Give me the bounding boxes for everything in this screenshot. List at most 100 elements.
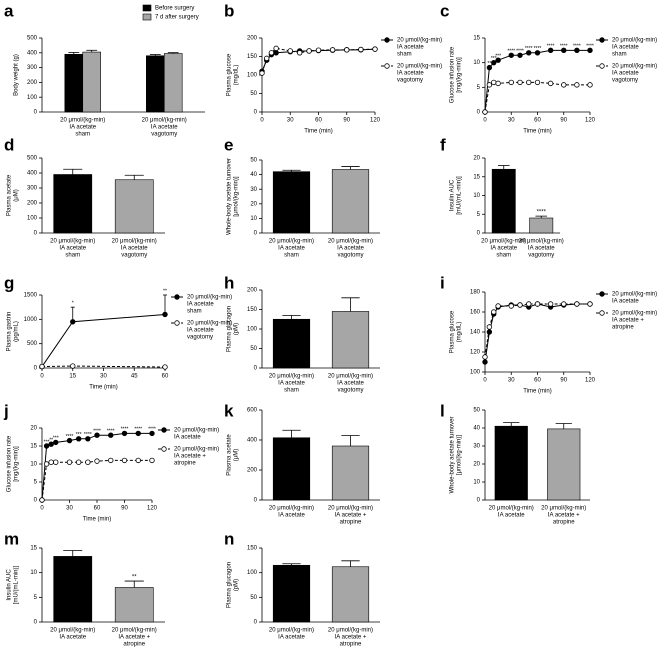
category-label: 20 μmol/(kg-min) — [112, 239, 157, 245]
legend-marker — [174, 320, 180, 326]
y-tick-label: 0 — [34, 498, 38, 504]
y-tick-label: 140 — [470, 330, 481, 336]
marker — [264, 55, 270, 62]
marker — [287, 48, 293, 54]
series-line — [41, 313, 166, 367]
marker — [48, 441, 54, 447]
legend-marker — [161, 427, 167, 433]
significance: **** — [516, 49, 524, 55]
y-tick-label: 50 — [250, 346, 257, 352]
x-tick-label: 120 — [370, 118, 381, 124]
y-tick-label: 10 — [473, 60, 480, 66]
legend-marker — [599, 310, 605, 316]
legend-label: sham — [612, 52, 627, 58]
y-axis-label: Plasma glucose — [227, 53, 233, 96]
series-line — [41, 365, 166, 368]
significance: *** — [491, 56, 497, 62]
y-tick-label: 30 — [473, 444, 480, 450]
y-tick-label: 150 — [247, 307, 258, 313]
y-tick-label: 10 — [473, 193, 480, 199]
marker — [491, 59, 497, 66]
marker — [517, 302, 523, 308]
legend-label: 20 μmol/(kg-min) — [612, 64, 657, 70]
legend-label: IA acetate + — [612, 318, 644, 324]
y-tick-label: 500 — [27, 36, 38, 42]
y-tick-label: 200 — [27, 80, 38, 86]
y-axis-label: Plasma glucose — [450, 310, 456, 353]
marker — [495, 57, 501, 63]
marker — [70, 363, 76, 369]
legend-marker — [599, 37, 605, 43]
x-tick-label: 90 — [343, 118, 350, 124]
marker — [482, 354, 488, 360]
y-axis-label: Whole-body acetate turnover — [450, 416, 456, 493]
y-tick-label: 40 — [250, 172, 257, 178]
marker — [534, 79, 541, 86]
marker — [135, 457, 141, 464]
category-label: vagotomy — [337, 388, 363, 394]
legend-marker — [384, 37, 390, 43]
bar — [331, 445, 370, 501]
y-axis-label: Insulin AUC — [450, 179, 456, 211]
y-tick-label: 5 — [34, 595, 38, 601]
category-label: 20 μmol/(kg-min) — [481, 239, 526, 245]
marker — [486, 64, 493, 71]
y-tick-label: 400 — [27, 50, 38, 56]
category-label: atropine — [340, 642, 362, 648]
x-tick-label: 60 — [94, 506, 101, 512]
y-axis-label: [mg/(kg-min)] — [14, 446, 20, 482]
significance: ** — [487, 61, 491, 67]
y-tick-label: 100 — [470, 370, 481, 376]
category-label: IA acetate — [278, 381, 305, 387]
legend-label: 20 μmol/(kg-min) — [612, 292, 657, 298]
legend-marker — [599, 291, 605, 297]
y-tick-label: 0 — [254, 498, 258, 504]
y-tick-label: 50 — [250, 595, 257, 601]
x-tick-label: 90 — [121, 506, 128, 512]
significance: ** — [49, 438, 53, 444]
panel-letter: b — [224, 1, 234, 20]
bar — [114, 179, 154, 234]
y-tick-label: 30 — [250, 187, 257, 193]
category-label: vagotomy — [528, 253, 554, 259]
bar — [331, 311, 370, 369]
y-tick-label: 200 — [27, 201, 38, 207]
significance: **** — [93, 429, 101, 435]
marker — [85, 459, 91, 465]
marker — [517, 52, 523, 58]
legend-label: IA acetate + — [174, 454, 206, 460]
x-tick-label: 30 — [508, 118, 515, 124]
y-tick-label: 100 — [247, 570, 258, 576]
legend-label: 20 μmol/(kg-min) — [612, 311, 657, 317]
category-label: 20 μmol/(kg-min) — [328, 628, 373, 634]
x-tick-label: 60 — [162, 374, 169, 380]
x-axis-label: Time (min) — [304, 129, 332, 135]
marker — [149, 457, 155, 464]
x-tick-label: 120 — [585, 118, 596, 124]
marker — [268, 50, 275, 56]
legend-label: 7 d after surgery — [155, 15, 199, 21]
significance: **** — [121, 427, 129, 433]
panel-letter: n — [224, 529, 234, 548]
marker — [344, 47, 350, 53]
bar — [64, 53, 84, 113]
marker — [75, 436, 82, 442]
marker — [162, 311, 168, 318]
legend-label: 20 μmol/(kg-min) — [174, 428, 219, 434]
legend-label: 20 μmol/(kg-min) — [187, 295, 232, 301]
y-tick-label: 0 — [254, 110, 258, 116]
significance: **** — [66, 434, 74, 440]
marker — [259, 70, 265, 76]
category-label: 20 μmol/(kg-min) — [269, 239, 314, 245]
marker — [517, 79, 523, 86]
marker — [306, 48, 312, 54]
marker — [108, 457, 114, 464]
significance: *** — [495, 54, 501, 60]
bar — [163, 53, 183, 113]
y-axis-label: [mg/(kg-min)] — [457, 57, 463, 93]
category-label: IA acetate — [59, 635, 86, 641]
y-tick-label: 5 — [477, 85, 481, 91]
legend-marker — [161, 446, 167, 452]
panel-letter: a — [4, 1, 14, 20]
marker — [39, 497, 45, 503]
